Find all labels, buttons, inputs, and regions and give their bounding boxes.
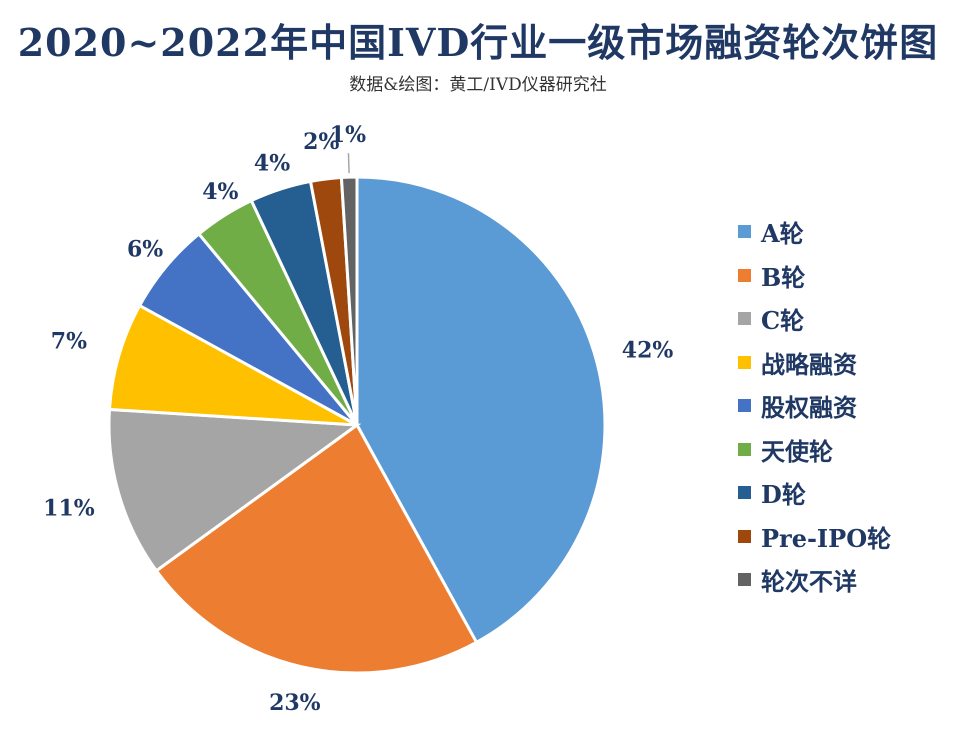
legend-swatch (738, 486, 751, 500)
legend-swatch (738, 573, 751, 587)
legend-label: 天使轮 (761, 436, 833, 466)
legend-item: D轮 (738, 471, 891, 515)
legend-item: 轮次不详 (738, 558, 891, 602)
pie-slice-4 (107, 303, 358, 427)
legend-item: 天使轮 (738, 428, 891, 472)
data-label-7: 4% (254, 150, 290, 176)
legend-swatch (738, 225, 751, 239)
legend-item: 战略融资 (738, 341, 891, 385)
legend-item: 股权融资 (738, 384, 891, 428)
legend-label: D轮 (761, 480, 806, 510)
data-label-6: 4% (202, 179, 238, 205)
legend-label: B轮 (761, 262, 806, 292)
pie-slices (107, 175, 607, 675)
leader-lines (347, 153, 350, 174)
pie-slice-9 (339, 175, 359, 426)
pie-slice-3 (107, 407, 362, 573)
chart-title: 2020~2022年中国IVD行业一级市场融资轮次饼图 (17, 20, 939, 65)
legend-item: Pre-IPO轮 (738, 515, 891, 559)
legend-label: A轮 (761, 219, 804, 249)
legend-swatch (738, 442, 751, 456)
legend-swatch (738, 355, 751, 369)
legend-label: 战略融资 (761, 349, 857, 379)
data-label-8: 2% (303, 129, 339, 155)
legend-swatch (738, 268, 751, 282)
pie-slice-2 (154, 422, 479, 675)
data-label-1: 42% (622, 337, 674, 363)
data-labels: 42% 23% 11% 7% 6% 4% 4% 2%1% (43, 122, 673, 716)
legend-swatch (738, 399, 751, 413)
legend: A轮 B轮 C轮战略融资股权融资天使轮 D轮 Pre-IPO轮 轮次不详 (738, 210, 891, 602)
legend-swatch (738, 312, 751, 326)
data-label-3: 11% (43, 496, 95, 522)
leader-line (347, 153, 350, 174)
pie-slice-1 (355, 175, 607, 645)
legend-swatch (738, 529, 751, 543)
legend-item: A轮 (738, 210, 891, 254)
legend-item: B轮 (738, 254, 891, 298)
legend-label: C轮 (761, 306, 805, 336)
data-label-5: 6% (127, 237, 163, 263)
legend-label: 轮次不详 (761, 567, 857, 597)
data-label-2: 23% (269, 690, 321, 716)
data-label-9: 1% (330, 122, 366, 148)
data-label-4: 7% (51, 328, 87, 354)
legend-label: 股权融资 (761, 393, 857, 423)
chart-subtitle: 数据&绘图：黄工/IVD仪器研究社 (349, 75, 607, 95)
legend-label: Pre-IPO轮 (761, 523, 892, 553)
legend-item: C轮 (738, 297, 891, 341)
